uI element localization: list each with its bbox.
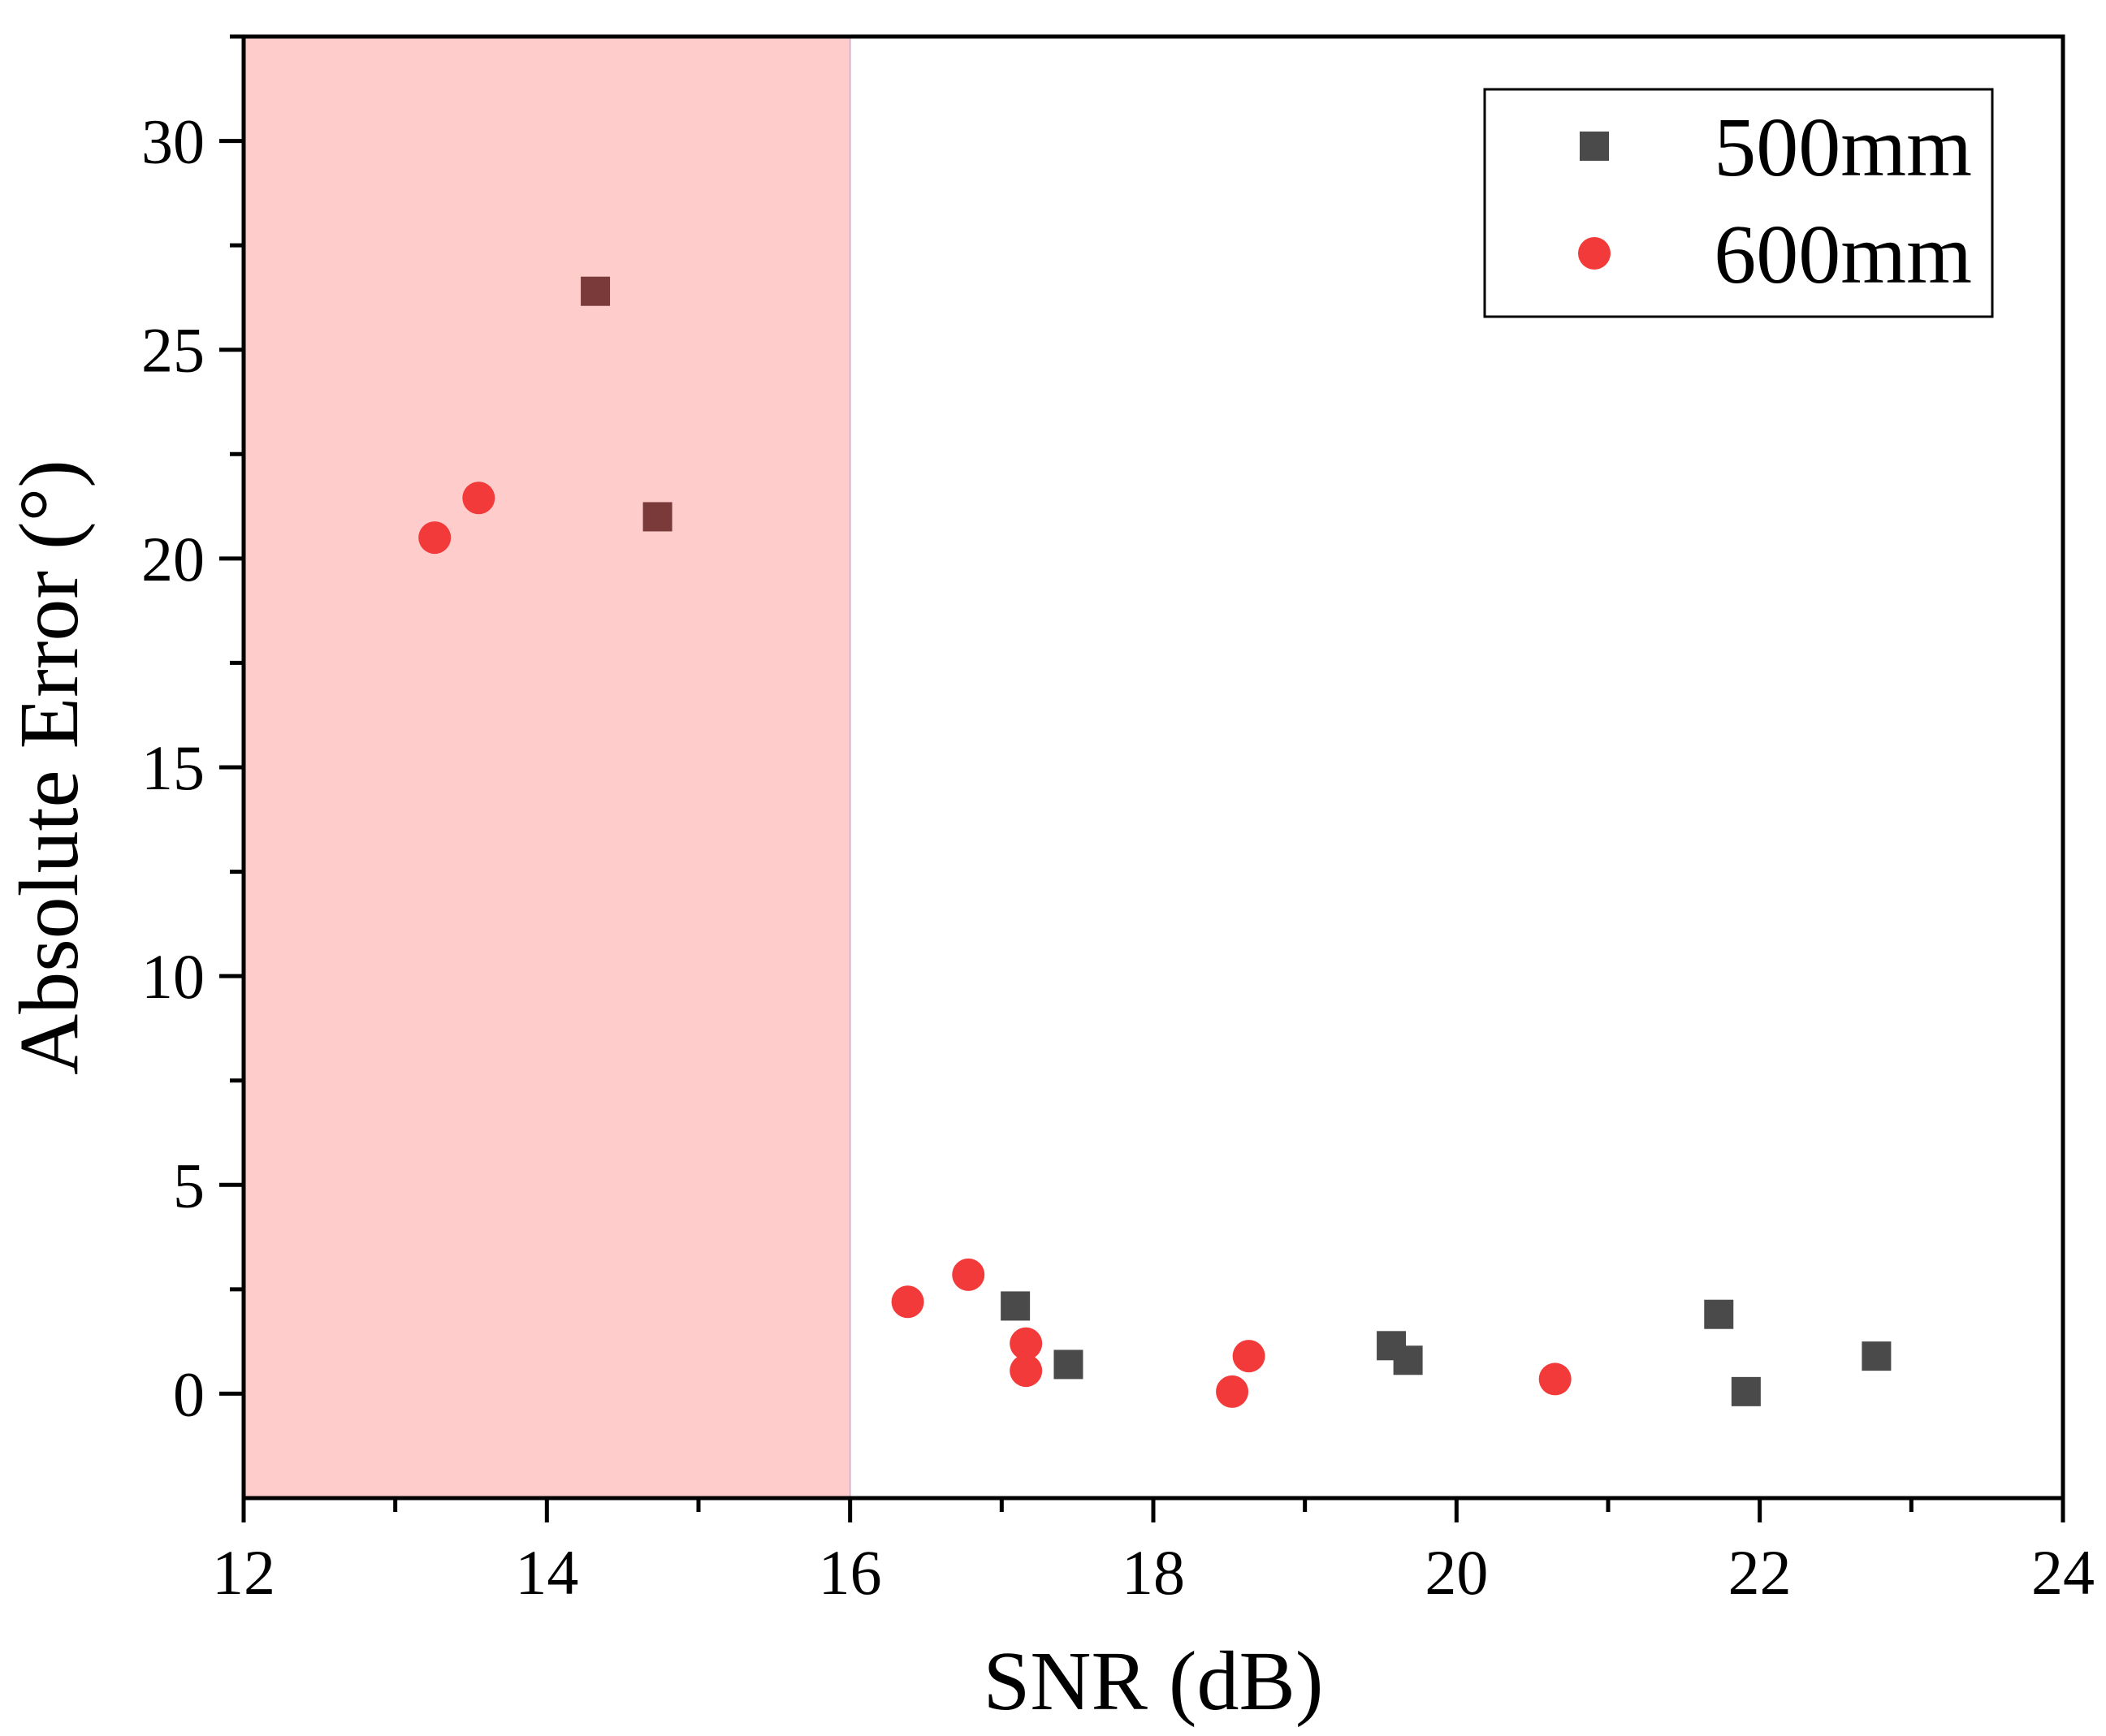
data-point-500mm [1731, 1376, 1761, 1406]
legend-box [1483, 88, 1994, 318]
data-point-600mm [1010, 1354, 1043, 1388]
y-tick-label: 15 [141, 732, 205, 803]
data-point-500mm [1393, 1345, 1423, 1375]
data-point-600mm [952, 1258, 985, 1291]
data-point-500mm [1862, 1341, 1892, 1371]
legend-label: 500mm [1714, 101, 1972, 194]
x-tick-label: 12 [212, 1537, 275, 1608]
y-tick-label: 20 [141, 524, 205, 594]
x-tick-label: 22 [1728, 1537, 1792, 1608]
data-point-500mm [1704, 1299, 1734, 1329]
legend-square-marker [1580, 132, 1609, 161]
x-tick-label: 14 [515, 1537, 578, 1608]
axes-layer: 12 14 16 18 20 22 24 0 5 10 15 20 25 30 [141, 34, 2095, 1608]
data-point-500mm [581, 276, 611, 306]
data-points-layer [418, 276, 1892, 1408]
y-tick-label: 0 [173, 1358, 205, 1429]
legend-circle-marker [1578, 237, 1611, 270]
data-point-600mm [462, 482, 495, 515]
y-tick-label: 30 [141, 106, 205, 177]
shaded-region [244, 37, 850, 1498]
data-point-600mm [1216, 1375, 1249, 1408]
data-point-600mm [418, 521, 452, 555]
y-tick-label: 25 [141, 315, 205, 386]
data-point-500mm [642, 502, 672, 532]
y-tick-label: 5 [173, 1150, 205, 1220]
x-tick-label: 16 [819, 1537, 882, 1608]
data-point-600mm [891, 1285, 924, 1319]
shaded-region-layer [244, 37, 851, 1498]
x-axis-title: SNR (dB) [984, 1635, 1324, 1728]
data-point-600mm [1538, 1362, 1572, 1396]
data-point-600mm [1010, 1327, 1043, 1360]
y-tick-label: 10 [141, 941, 205, 1012]
y-axis-title: Absolute Error (°) [2, 460, 96, 1075]
data-point-600mm [1232, 1340, 1265, 1373]
legend-label: 600mm [1714, 208, 1972, 301]
x-tick-label: 24 [2031, 1537, 2095, 1608]
x-tick-label: 18 [1122, 1537, 1185, 1608]
data-point-500mm [1001, 1291, 1031, 1321]
data-point-500mm [1053, 1350, 1083, 1380]
legend: 500mm 600mm [1483, 88, 1994, 318]
x-tick-label: 20 [1425, 1537, 1488, 1608]
